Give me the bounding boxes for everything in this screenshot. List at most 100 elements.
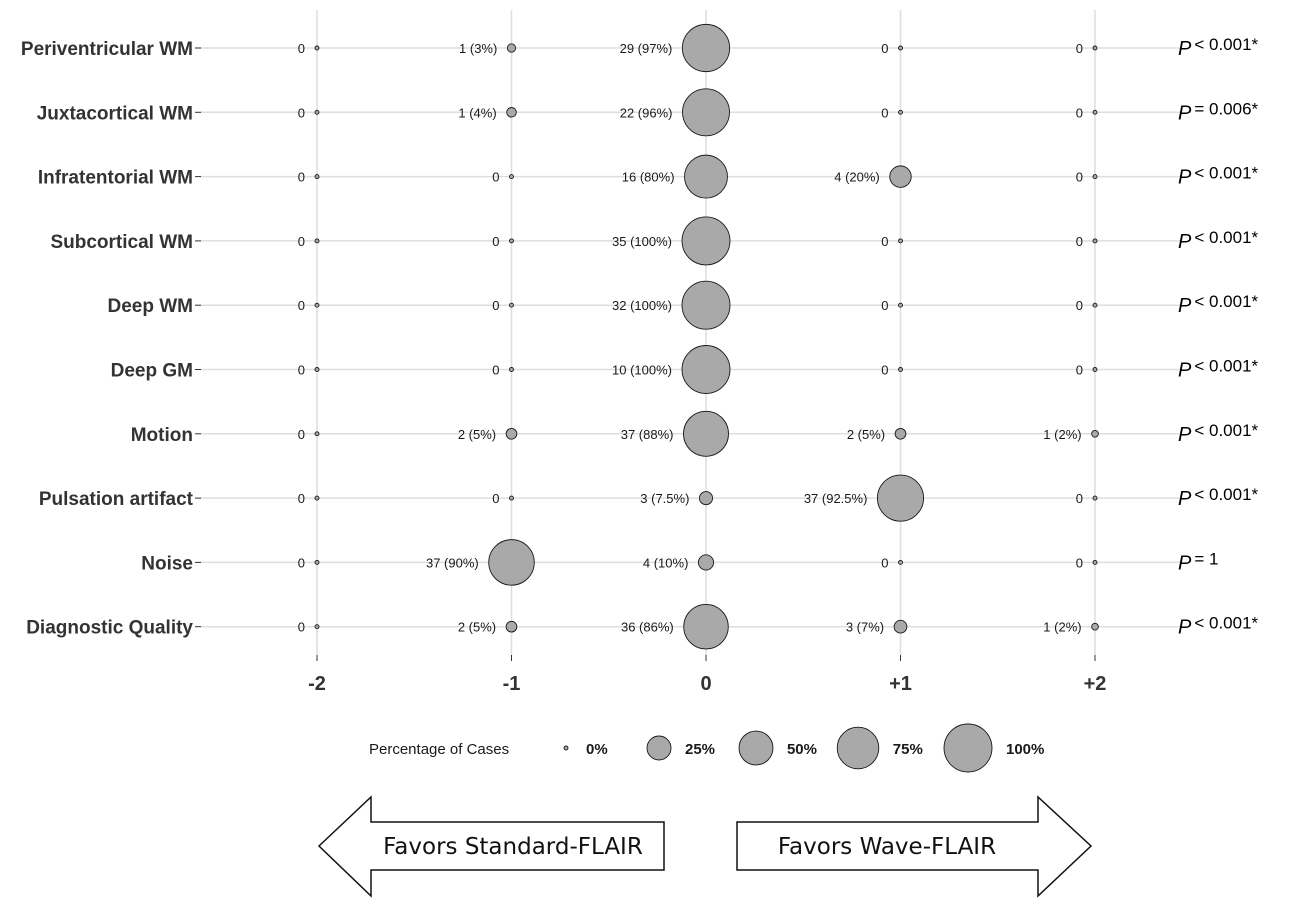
bubble-point <box>697 554 715 571</box>
bubble-point <box>509 302 514 308</box>
count-label: 29 (97%) <box>620 41 673 56</box>
row-label: Pulsation artifact <box>39 489 194 510</box>
legend-label: 50% <box>787 741 817 758</box>
row-label: Diagnostic Quality <box>26 618 193 639</box>
bubble-point <box>889 165 912 188</box>
count-label: 0 <box>298 363 305 378</box>
bubble-point <box>1092 45 1098 51</box>
bubble-point <box>898 559 903 565</box>
count-label: 0 <box>492 234 499 249</box>
row-label: Subcortical WM <box>50 232 193 253</box>
count-label: 0 <box>298 298 305 313</box>
count-label: 0 <box>298 555 305 570</box>
legend-bubble <box>563 745 569 751</box>
count-label: 0 <box>1076 363 1083 378</box>
count-label: 0 <box>298 620 305 635</box>
count-label: 0 <box>881 105 888 120</box>
bubble-point <box>314 238 320 244</box>
count-label: 37 (88%) <box>621 427 674 442</box>
count-label: 0 <box>1076 170 1083 185</box>
legend-bubble <box>943 723 993 773</box>
p-value-label: P < 0.001* <box>1178 614 1259 639</box>
bubble-point <box>488 539 535 586</box>
count-label: 36 (86%) <box>621 620 674 635</box>
chart-row: Motion 0 2 (5%) 37 (88%) 2 (5%) 1 (2%) P < 0.00… <box>131 410 1259 457</box>
bubble-point <box>509 238 514 244</box>
bubble-point <box>698 491 714 506</box>
x-tick-label: 0 <box>700 673 711 695</box>
count-label: 35 (100%) <box>612 234 672 249</box>
chart-row: Infratentorial WM 0 0 16 (80%) 4 (20%) 0 P < 0.… <box>38 154 1259 199</box>
bubble-point <box>505 620 518 633</box>
count-label: 0 <box>881 363 888 378</box>
count-label: 4 (20%) <box>834 170 880 185</box>
p-value-label: P = 0.006* <box>1178 99 1259 124</box>
count-label: 2 (5%) <box>847 427 885 442</box>
bubble-point <box>898 302 903 308</box>
count-label: 4 (10%) <box>643 555 689 570</box>
legend-label: 0% <box>586 741 608 758</box>
bubble-point <box>682 88 730 137</box>
count-label: 0 <box>1076 41 1083 56</box>
count-label: 0 <box>881 555 888 570</box>
bubble-point <box>314 624 320 630</box>
bubble-point <box>1092 238 1098 244</box>
chart-row: Deep GM 0 0 10 (100%) 0 0 P < 0.001* <box>111 345 1259 394</box>
count-label: 0 <box>881 298 888 313</box>
bubble-point <box>314 367 320 372</box>
bubble-point <box>898 238 903 244</box>
bubble-point <box>681 23 731 73</box>
count-label: 0 <box>298 234 305 249</box>
legend-label: 75% <box>893 741 923 758</box>
bubble-point <box>898 367 903 372</box>
bubble-point <box>506 43 517 53</box>
count-label: 22 (96%) <box>620 105 673 120</box>
x-tick-label: -2 <box>308 673 326 695</box>
row-label: Noise <box>141 553 193 574</box>
count-label: 1 (4%) <box>458 105 496 120</box>
chart-row: Juxtacortical WM 0 1 (4%) 22 (96%) 0 0 P = 0.00… <box>37 88 1259 137</box>
count-label: 3 (7.5%) <box>640 491 689 506</box>
count-label: 10 (100%) <box>612 363 672 378</box>
chart-row: Subcortical WM 0 0 35 (100%) 0 0 P < 0.001* <box>50 216 1259 266</box>
count-label: 0 <box>298 170 305 185</box>
bubble-point <box>876 474 925 522</box>
bubble-point <box>683 410 729 457</box>
bubble-point <box>314 45 320 51</box>
bubble-point <box>1091 429 1099 438</box>
count-label: 2 (5%) <box>458 620 496 635</box>
chart-row: Deep WM 0 0 32 (100%) 0 0 P < 0.001* <box>108 280 1259 330</box>
bubble-point <box>314 174 320 180</box>
x-tick-label: -1 <box>503 673 521 695</box>
legend-label: 100% <box>1006 741 1044 758</box>
bubble-point <box>314 495 320 501</box>
row-label: Motion <box>131 425 193 446</box>
bubble-point <box>509 174 514 180</box>
bubble-point <box>314 559 320 565</box>
bubble-point <box>898 45 903 51</box>
bubble-point <box>314 302 320 308</box>
right-arrow-label: Favors Wave-FLAIR <box>778 834 996 860</box>
p-value-label: P < 0.001* <box>1178 35 1259 60</box>
p-value-label: P < 0.001* <box>1178 357 1259 382</box>
left-arrow-shape <box>317 795 665 898</box>
p-value-label: P = 1 <box>1178 549 1218 574</box>
bubble-point <box>898 109 903 115</box>
legend-bubble <box>738 730 774 766</box>
bubble-point <box>1092 174 1098 180</box>
p-value-label: P < 0.001* <box>1178 228 1259 253</box>
p-value-label: P < 0.001* <box>1178 292 1259 317</box>
count-label: 0 <box>298 105 305 120</box>
bubble-point <box>314 109 320 115</box>
bubble-point <box>1092 367 1098 372</box>
x-tick-label: +2 <box>1084 673 1107 695</box>
bubble-point <box>681 280 731 330</box>
count-label: 0 <box>298 427 305 442</box>
p-value-label: P < 0.001* <box>1178 421 1259 446</box>
count-label: 0 <box>492 170 499 185</box>
count-label: 0 <box>1076 491 1083 506</box>
bubble-point <box>509 367 514 372</box>
count-label: 0 <box>1076 234 1083 249</box>
chart-rows: Periventricular WM 0 1 (3%) 29 (97%) 0 0 P < 0.… <box>21 23 1259 650</box>
